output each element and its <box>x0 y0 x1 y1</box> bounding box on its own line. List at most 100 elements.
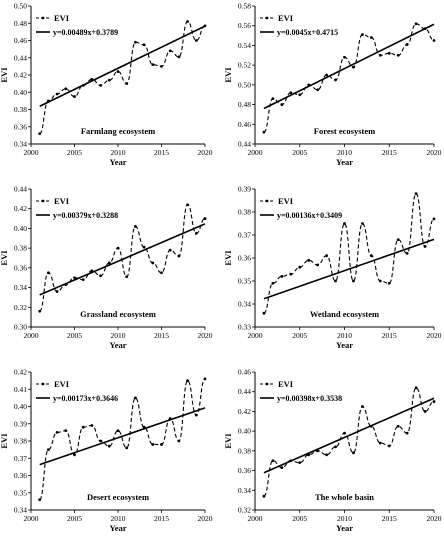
evi-data-point <box>361 222 364 225</box>
y-tick-label: 0.35 <box>14 488 27 497</box>
evi-data-point <box>396 238 400 242</box>
x-tick-label: 2015 <box>154 148 169 157</box>
evi-data-point <box>64 283 68 287</box>
y-axis-title: EVI <box>0 250 9 266</box>
evi-data-point <box>378 279 382 283</box>
evi-data-point <box>423 27 427 31</box>
evi-data-point <box>64 429 68 433</box>
y-tick-label: 0.34 <box>14 140 27 149</box>
evi-data-point <box>151 63 155 67</box>
evi-data-point <box>168 49 172 53</box>
evi-data-point <box>134 396 137 400</box>
evi-data-point <box>38 309 42 313</box>
evi-data-point <box>55 92 59 96</box>
y-tick-label: 0.40 <box>238 427 251 436</box>
legend-dot <box>41 16 45 20</box>
evi-data-point <box>316 449 320 453</box>
evi-data-point <box>186 203 190 207</box>
y-tick-label: 0.36 <box>14 263 27 272</box>
evi-data-point <box>81 425 85 429</box>
y-tick-label: 0.34 <box>238 300 251 309</box>
ecosystem-label: Grassland ecosystem <box>80 309 156 319</box>
y-tick-label: 0.46 <box>238 120 251 129</box>
y-tick-label: 0.34 <box>14 506 27 515</box>
evi-data-point <box>47 448 50 452</box>
evi-data-point <box>116 429 120 433</box>
chart-panel-4: 0.33 0.34 0.35 0.36 0.37 0.38 0.39 2000 2005 2010… <box>223 185 442 351</box>
legend-trend-equation: y=0.00398x+0.3538 <box>277 394 342 403</box>
evi-data-point <box>298 93 302 97</box>
trend-line <box>263 238 435 300</box>
evi-data-point <box>107 444 111 448</box>
y-tick-label: 0.30 <box>14 323 27 332</box>
evi-data-point <box>369 36 373 39</box>
evi-data-point <box>271 281 275 285</box>
evi-data-point <box>432 217 436 221</box>
trend-line <box>263 397 435 474</box>
y-tick-label: 0.36 <box>14 471 27 480</box>
evi-data-point <box>352 65 355 69</box>
legend-evi-label: EVI <box>278 196 294 206</box>
x-axis-title: Year <box>336 523 353 533</box>
evi-series-line <box>263 387 435 497</box>
evi-data-point <box>47 271 50 275</box>
evi-data-point <box>316 263 320 267</box>
evi-data-point <box>325 73 328 77</box>
x-tick-label: 2010 <box>337 514 352 523</box>
evi-data-point <box>107 78 111 82</box>
legend-dot <box>41 382 45 386</box>
x-tick-label: 2020 <box>198 148 213 157</box>
evi-data-point <box>307 83 311 87</box>
x-tick-label: 2010 <box>337 148 352 157</box>
evi-data-point <box>194 39 198 42</box>
x-tick-label: 2015 <box>154 331 169 340</box>
evi-data-point <box>177 55 181 59</box>
evi-data-point <box>369 424 373 428</box>
evi-data-point <box>142 425 146 429</box>
evi-data-point <box>99 439 102 443</box>
legend-evi-label: EVI <box>278 379 294 389</box>
y-tick-label: 0.38 <box>14 244 27 253</box>
x-tick-label: 2020 <box>198 331 213 340</box>
y-tick-label: 0.32 <box>238 506 251 515</box>
y-tick-label: 0.46 <box>238 368 251 377</box>
y-tick-label: 0.38 <box>14 437 27 446</box>
y-tick-label: 0.39 <box>238 185 251 194</box>
evi-data-point <box>334 279 337 283</box>
evi-data-point <box>160 271 163 275</box>
x-tick-label: 2020 <box>427 148 442 157</box>
evi-data-point <box>378 53 382 57</box>
evi-data-point <box>387 281 391 285</box>
y-tick-label: 0.34 <box>14 283 27 292</box>
evi-data-point <box>396 424 400 428</box>
x-tick-label: 2015 <box>154 514 169 523</box>
evi-data-point <box>90 269 94 273</box>
evi-data-point <box>432 400 436 403</box>
legend-trend-equation: y=0.00379x+0.3288 <box>53 211 118 220</box>
evi-data-point <box>262 130 266 134</box>
y-tick-label: 0.48 <box>14 19 27 28</box>
ecosystem-label: Forest ecosystem <box>314 126 375 136</box>
legend-dot <box>265 16 269 20</box>
evi-data-point <box>81 83 85 87</box>
x-axis-title: Year <box>110 523 127 533</box>
evi-data-point <box>298 265 302 269</box>
evi-data-point <box>289 91 293 95</box>
evi-data-point <box>47 99 50 103</box>
evi-data-point <box>125 275 129 279</box>
y-tick-label: 0.42 <box>14 71 27 80</box>
x-axis-title: Year <box>110 340 127 350</box>
y-tick-label: 0.50 <box>14 2 27 11</box>
evi-data-point <box>352 451 355 455</box>
evi-data-point <box>177 439 181 443</box>
evi-data-point <box>194 413 198 417</box>
x-tick-label: 2015 <box>382 148 397 157</box>
evi-data-point <box>325 453 328 457</box>
y-axis-title: EVI <box>223 433 233 449</box>
evi-data-point <box>73 95 76 98</box>
y-tick-label: 0.44 <box>14 53 27 62</box>
x-axis-title: Year <box>110 157 127 167</box>
legend-dot <box>265 382 269 386</box>
y-tick-label: 0.37 <box>238 231 251 240</box>
